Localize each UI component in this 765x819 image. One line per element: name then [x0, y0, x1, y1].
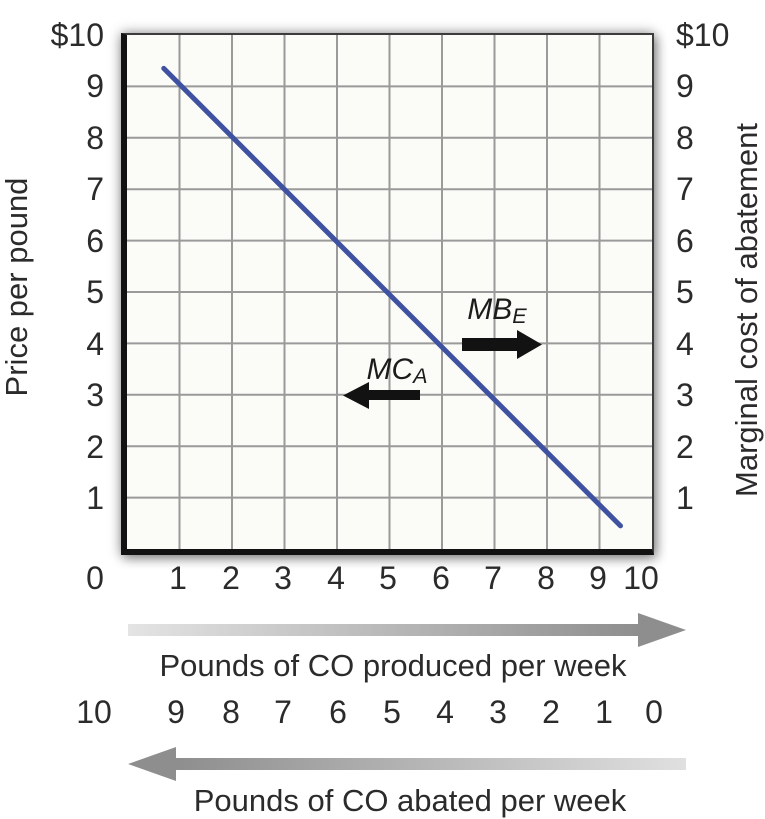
tick-label: 0 [86, 560, 104, 596]
tick-label: 8 [537, 560, 555, 596]
tick-label: 2 [676, 428, 694, 465]
mb-annotation-subscript: E [512, 302, 527, 328]
tick-label: 6 [329, 694, 347, 730]
tick-label: 8 [676, 119, 694, 156]
tick-label: 2 [542, 694, 560, 730]
abated-axis-title: Pounds of CO abated per week [193, 783, 627, 818]
tick-label: 3 [86, 377, 104, 414]
tick-label: 7 [274, 694, 292, 730]
tick-label: 5 [379, 560, 397, 596]
tick-label: 2 [222, 560, 240, 596]
mc-left-arrow-icon [343, 382, 420, 409]
tick-label: 9 [86, 68, 104, 105]
tick-label: 9 [676, 68, 694, 105]
tick-label: 4 [676, 325, 694, 362]
tick-label: 1 [595, 694, 613, 730]
demand-mb-line [161, 65, 623, 529]
mc-annotation-subscript: A [413, 362, 428, 388]
tick-label: 1 [86, 479, 104, 516]
tick-label: 7 [86, 171, 104, 208]
tick-label: 9 [589, 560, 607, 596]
tick-label: $10 [676, 17, 730, 53]
tick-label: 6 [676, 222, 694, 259]
tick-label: 8 [222, 694, 240, 730]
tick-label: 10 [623, 560, 659, 596]
tick-label: $10 [50, 17, 104, 53]
tick-label: 3 [676, 377, 694, 414]
abated-axis-left-arrow-icon [128, 747, 686, 781]
tick-label: 7 [676, 171, 694, 208]
mc-annotation-base: MC [366, 353, 414, 386]
tick-label: 2 [86, 428, 104, 465]
tick-label: 6 [86, 222, 104, 259]
tick-label: 4 [436, 694, 454, 730]
demand-line-layer [161, 65, 623, 529]
tick-label: 9 [167, 694, 185, 730]
tick-label: 6 [432, 560, 450, 596]
right-y-axis-title: Marginal cost of abatement [729, 123, 764, 497]
tick-label: 3 [274, 560, 292, 596]
plot-area: MBE MCA [121, 33, 654, 555]
tick-label: 1 [169, 560, 187, 596]
mb-annotation-base: MB [467, 293, 513, 326]
tick-label: 4 [327, 560, 345, 596]
plot-canvas [127, 35, 652, 549]
tick-label: 1 [676, 479, 694, 516]
left-y-axis-title: Price per pound [0, 177, 34, 397]
tick-label: 5 [86, 274, 104, 311]
tick-label: 5 [676, 274, 694, 311]
produced-axis-right-arrow-icon [128, 613, 686, 647]
tick-label: 3 [489, 694, 507, 730]
tick-label: 5 [383, 694, 401, 730]
tick-label: 0 [645, 694, 663, 730]
tick-label: 10 [76, 694, 112, 730]
tick-label: 8 [86, 119, 104, 156]
tick-label: 4 [86, 325, 104, 362]
mb-annotation-label: MBE [467, 293, 527, 328]
produced-axis-title: Pounds of CO produced per week [159, 648, 627, 683]
tick-label: 7 [484, 560, 502, 596]
mb-right-arrow-icon [462, 330, 542, 359]
mc-annotation-label: MCA [366, 353, 428, 388]
